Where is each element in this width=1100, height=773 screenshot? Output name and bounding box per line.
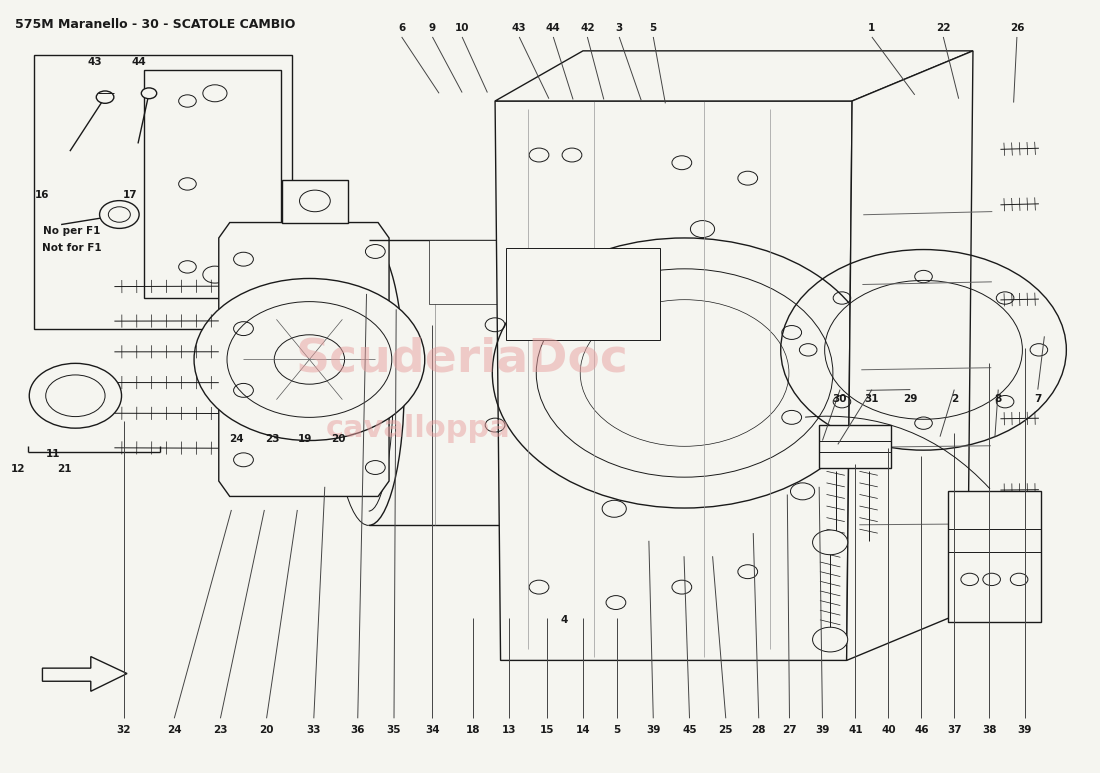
Polygon shape (429, 240, 792, 304)
Text: 44: 44 (132, 56, 146, 66)
Text: 16: 16 (35, 190, 50, 200)
Text: 44: 44 (546, 22, 561, 32)
Circle shape (30, 363, 121, 428)
Text: 4: 4 (561, 615, 568, 625)
Circle shape (813, 627, 848, 652)
Text: 39: 39 (815, 725, 829, 735)
Text: cavalloppa: cavalloppa (326, 414, 510, 444)
Text: No per F1: No per F1 (43, 226, 101, 236)
Text: 3: 3 (616, 22, 623, 32)
Text: 1: 1 (868, 22, 876, 32)
Circle shape (100, 201, 139, 228)
Text: 42: 42 (580, 22, 595, 32)
Text: 21: 21 (57, 464, 72, 474)
Polygon shape (948, 491, 1041, 621)
Text: 5: 5 (614, 725, 620, 735)
Text: 43: 43 (512, 22, 527, 32)
Text: 31: 31 (865, 394, 879, 404)
Text: 5: 5 (650, 22, 657, 32)
Text: 2: 2 (950, 394, 958, 404)
Circle shape (97, 91, 114, 104)
Text: 33: 33 (307, 725, 321, 735)
Polygon shape (282, 180, 348, 223)
Polygon shape (219, 223, 389, 496)
Polygon shape (506, 247, 660, 340)
Circle shape (813, 530, 848, 555)
Text: 15: 15 (539, 725, 554, 735)
Text: 30: 30 (833, 394, 847, 404)
Text: 13: 13 (502, 725, 517, 735)
Polygon shape (847, 51, 974, 660)
Text: 6: 6 (398, 22, 405, 32)
Text: 29: 29 (903, 394, 917, 404)
Text: 575M Maranello - 30 - SCATOLE CAMBIO: 575M Maranello - 30 - SCATOLE CAMBIO (15, 18, 296, 31)
Text: 23: 23 (265, 434, 279, 444)
Text: 38: 38 (982, 725, 997, 735)
Text: 39: 39 (646, 725, 660, 735)
Text: Not for F1: Not for F1 (42, 243, 102, 254)
Polygon shape (820, 425, 891, 468)
Text: 18: 18 (465, 725, 481, 735)
Text: 10: 10 (455, 22, 470, 32)
Text: 45: 45 (682, 725, 696, 735)
Text: 41: 41 (848, 725, 862, 735)
Text: 24: 24 (167, 725, 182, 735)
Text: 14: 14 (575, 725, 591, 735)
Text: 35: 35 (387, 725, 402, 735)
Text: 19: 19 (298, 434, 312, 444)
Text: 25: 25 (718, 725, 733, 735)
Text: 23: 23 (213, 725, 228, 735)
Text: 46: 46 (914, 725, 928, 735)
Text: 28: 28 (751, 725, 766, 735)
Circle shape (194, 278, 425, 441)
Text: 24: 24 (230, 434, 244, 444)
Text: 43: 43 (88, 56, 102, 66)
Text: 9: 9 (429, 22, 436, 32)
Text: 34: 34 (425, 725, 440, 735)
Polygon shape (34, 55, 292, 329)
Polygon shape (495, 51, 974, 101)
Text: 11: 11 (46, 449, 60, 459)
Text: 27: 27 (782, 725, 796, 735)
Text: 22: 22 (936, 22, 950, 32)
Text: 7: 7 (1034, 394, 1042, 404)
Text: 12: 12 (11, 464, 25, 474)
Text: 20: 20 (260, 725, 274, 735)
Text: 39: 39 (1018, 725, 1032, 735)
Text: 17: 17 (123, 190, 138, 200)
Text: 8: 8 (994, 394, 1002, 404)
Polygon shape (143, 70, 280, 298)
Polygon shape (495, 101, 852, 660)
Circle shape (141, 88, 156, 99)
Text: 20: 20 (331, 434, 345, 444)
Polygon shape (43, 656, 126, 691)
Text: ScuderiaDoc: ScuderiaDoc (296, 337, 628, 382)
Text: 32: 32 (117, 725, 131, 735)
Text: 37: 37 (947, 725, 961, 735)
Text: 40: 40 (881, 725, 895, 735)
Text: 26: 26 (1010, 22, 1024, 32)
Text: 36: 36 (351, 725, 365, 735)
